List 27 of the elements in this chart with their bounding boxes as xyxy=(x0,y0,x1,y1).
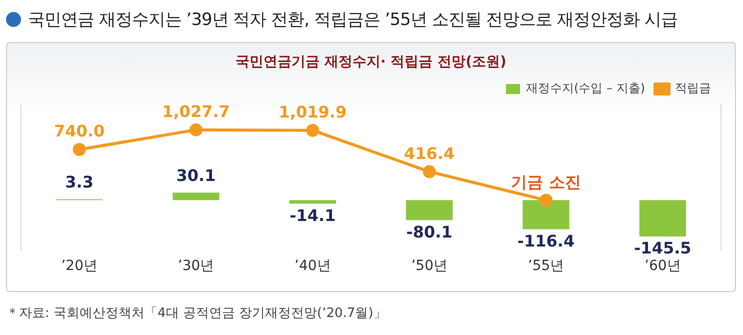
x-tick-label: ’40년 xyxy=(294,258,331,274)
x-tick-label: ’60년 xyxy=(644,258,681,274)
point xyxy=(306,124,320,137)
data-label: 3.3 xyxy=(65,172,94,192)
data-label: -145.5 xyxy=(634,238,692,258)
chart-subtitle: 국민연금기금 재정수지· 적립금 전망(조원) xyxy=(234,53,508,71)
x-tick-label: ’20년 xyxy=(61,258,98,274)
data-label: 416.4 xyxy=(404,144,455,163)
point xyxy=(540,194,552,207)
point xyxy=(190,123,202,136)
point xyxy=(72,143,86,156)
x-tick-label: ’50년 xyxy=(411,258,448,274)
text: ＊자료: 국회예산정책처「4대 공적연금 장기재정전망(’20.7월)」 xyxy=(6,305,386,322)
legend-label: 재정수지(수입 – 지출) xyxy=(526,81,646,96)
data-label: -80.1 xyxy=(406,222,452,242)
legend-label: 적립금 xyxy=(675,81,711,96)
data-label: 740.0 xyxy=(54,122,105,141)
data-label: -116.4 xyxy=(517,231,575,250)
x-tick-label: ’55년 xyxy=(528,258,564,274)
point xyxy=(422,165,436,178)
chart-title: 국민연금 재정수지는 ’39년 적자 전환, 적립금은 ’55년 소진될 전망으로 재정안정화 시급 xyxy=(28,9,678,31)
data-label: 1,019.9 xyxy=(278,102,347,122)
data-label: 1,027.7 xyxy=(162,102,230,121)
data-label: 기금 소진 xyxy=(511,172,581,192)
data-label: 30.1 xyxy=(176,166,216,185)
data-label: -14.1 xyxy=(290,206,336,225)
x-tick-label: ’30년 xyxy=(178,258,214,274)
